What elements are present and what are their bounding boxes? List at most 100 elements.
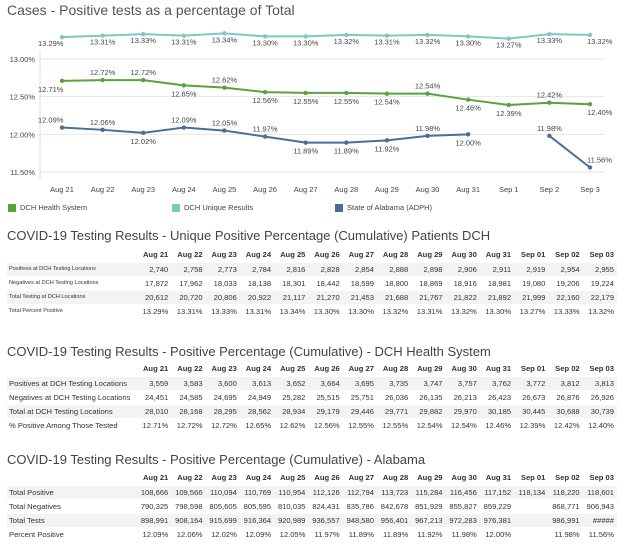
data-point [100,77,105,83]
table-cell: 26,673 [514,390,549,405]
column-header: Aug 29 [411,362,446,377]
data-label: 12.05% [212,119,238,128]
table-cell: 2,955 [582,262,617,277]
table-title-dch-health-system: COVID-19 Testing Results - Positive Perc… [7,344,491,359]
table-cell: 13.30% [308,304,343,319]
legend-label: State of Alabama (ADPH) [347,203,433,212]
table-cell: 3,812 [548,376,583,391]
column-header: Aug 31 [479,362,515,377]
column-header: Aug 24 [239,248,275,263]
table-cell: 30,185 [479,404,515,419]
table-cell: 20,720 [171,290,206,305]
column-header: Aug 31 [479,471,515,486]
data-label: 12.65% [171,89,197,98]
data-point [262,34,268,39]
legend-swatch [8,203,16,212]
legend-item-dch-unique-results: DCH Unique Results [172,203,253,212]
table-cell: 3,664 [308,376,343,391]
data-label: 12.09% [38,116,64,125]
data-point [141,31,146,37]
table-cell: 24,451 [137,390,172,405]
data-label: 11.56% [587,155,612,164]
table-cell: 805,595 [239,499,275,514]
data-label: 13.31% [374,38,400,47]
data-point [587,32,593,38]
column-header: Aug 30 [445,362,480,377]
data-point [344,90,349,96]
data-label: 13.30% [293,38,319,47]
table-cell: 2,906 [445,262,480,277]
chart-title: Cases - Positive tests as a percentage o… [7,2,295,18]
table-cell: 21,270 [308,290,343,305]
column-header: Sep 01 [514,248,549,263]
column-header: Aug 23 [205,362,240,377]
column-header: Aug 26 [308,362,343,377]
table-cell: 12.55% [376,418,412,433]
data-point [465,132,471,137]
table-cell: 21,892 [479,290,515,305]
table-cell: 11.89% [342,527,377,542]
column-header: Aug 21 [137,471,172,486]
column-header: Sep 03 [582,362,617,377]
table-cell: 855,827 [445,499,480,514]
column-header: Sep 02 [548,362,583,377]
row-label: Negatives at DCH Testing Locations [7,276,137,291]
table-cell: 976,381 [479,513,515,528]
table-cell: 11.97% [308,527,343,542]
column-header: Aug 27 [342,362,377,377]
data-point [344,32,349,38]
table-cell: 824,431 [308,499,343,514]
table-cell: 24,695 [205,390,240,405]
row-label: Negatives at DCH Testing Locations [7,390,137,405]
y-tick-label: 11.50% [10,168,35,177]
table-cell: 19,080 [514,276,549,291]
table-cell: 835,786 [342,499,377,514]
data-point [181,33,187,38]
x-tick-label: Aug 28 [334,185,358,194]
column-header: Aug 27 [342,471,377,486]
column-header: Sep 02 [548,248,583,263]
row-label: Total Testing at DCH Locations [7,290,137,305]
table-cell: 110,094 [205,485,240,500]
table-cell: 805,605 [205,499,240,514]
table-cell: 12.54% [411,418,446,433]
data-label: 13.32% [415,37,441,46]
table-cell: 20,806 [205,290,240,305]
table-cell: 13.32% [376,304,412,319]
data-point [303,34,308,39]
table-cell: 13.31% [171,304,206,319]
table-row: Positives at DCH Testing Locations 2,740 2… [7,262,617,277]
table-cell: 12.05% [274,527,309,542]
table-cell: 13.34% [274,304,309,319]
data-label: 11.98% [537,124,562,133]
table-cell: 12.56% [308,418,343,433]
table-cell: 2,816 [274,262,309,277]
table-cell: 12.71% [137,418,172,433]
table-cell: 109,566 [171,485,206,500]
table-row: Total Negatives 790,325 798,598 805,605 805,… [7,499,617,514]
table-cell: 2,740 [137,262,172,277]
column-header: Aug 21 [137,248,172,263]
column-header: Aug 23 [205,471,240,486]
table-cell: 3,757 [445,376,480,391]
table-cell: 13.29% [137,304,172,319]
row-label: Total at DCH Testing Locations [7,404,137,419]
x-tick-label: Sep 1 [499,185,519,194]
data-label: 12.71% [38,85,64,94]
table-cell: 859,229 [479,499,515,514]
table-cell: 3,559 [137,376,172,391]
table-cell: 116,456 [445,485,480,500]
table-cell: 13.32% [582,304,617,319]
table-cell: 13.32% [445,304,480,319]
data-point [344,140,349,145]
data-label: 13.32% [334,37,360,46]
data-point [587,102,593,107]
table-row: Total at DCH Testing Locations 28,010 28,1… [7,404,617,419]
y-tick-label: 13.00% [10,55,36,64]
data-point [506,102,511,108]
column-header: Aug 21 [137,362,172,377]
table-cell [514,513,549,528]
table-cell: 2,954 [548,262,583,277]
table-cell [514,499,549,514]
table-cell: 12.55% [342,418,377,433]
